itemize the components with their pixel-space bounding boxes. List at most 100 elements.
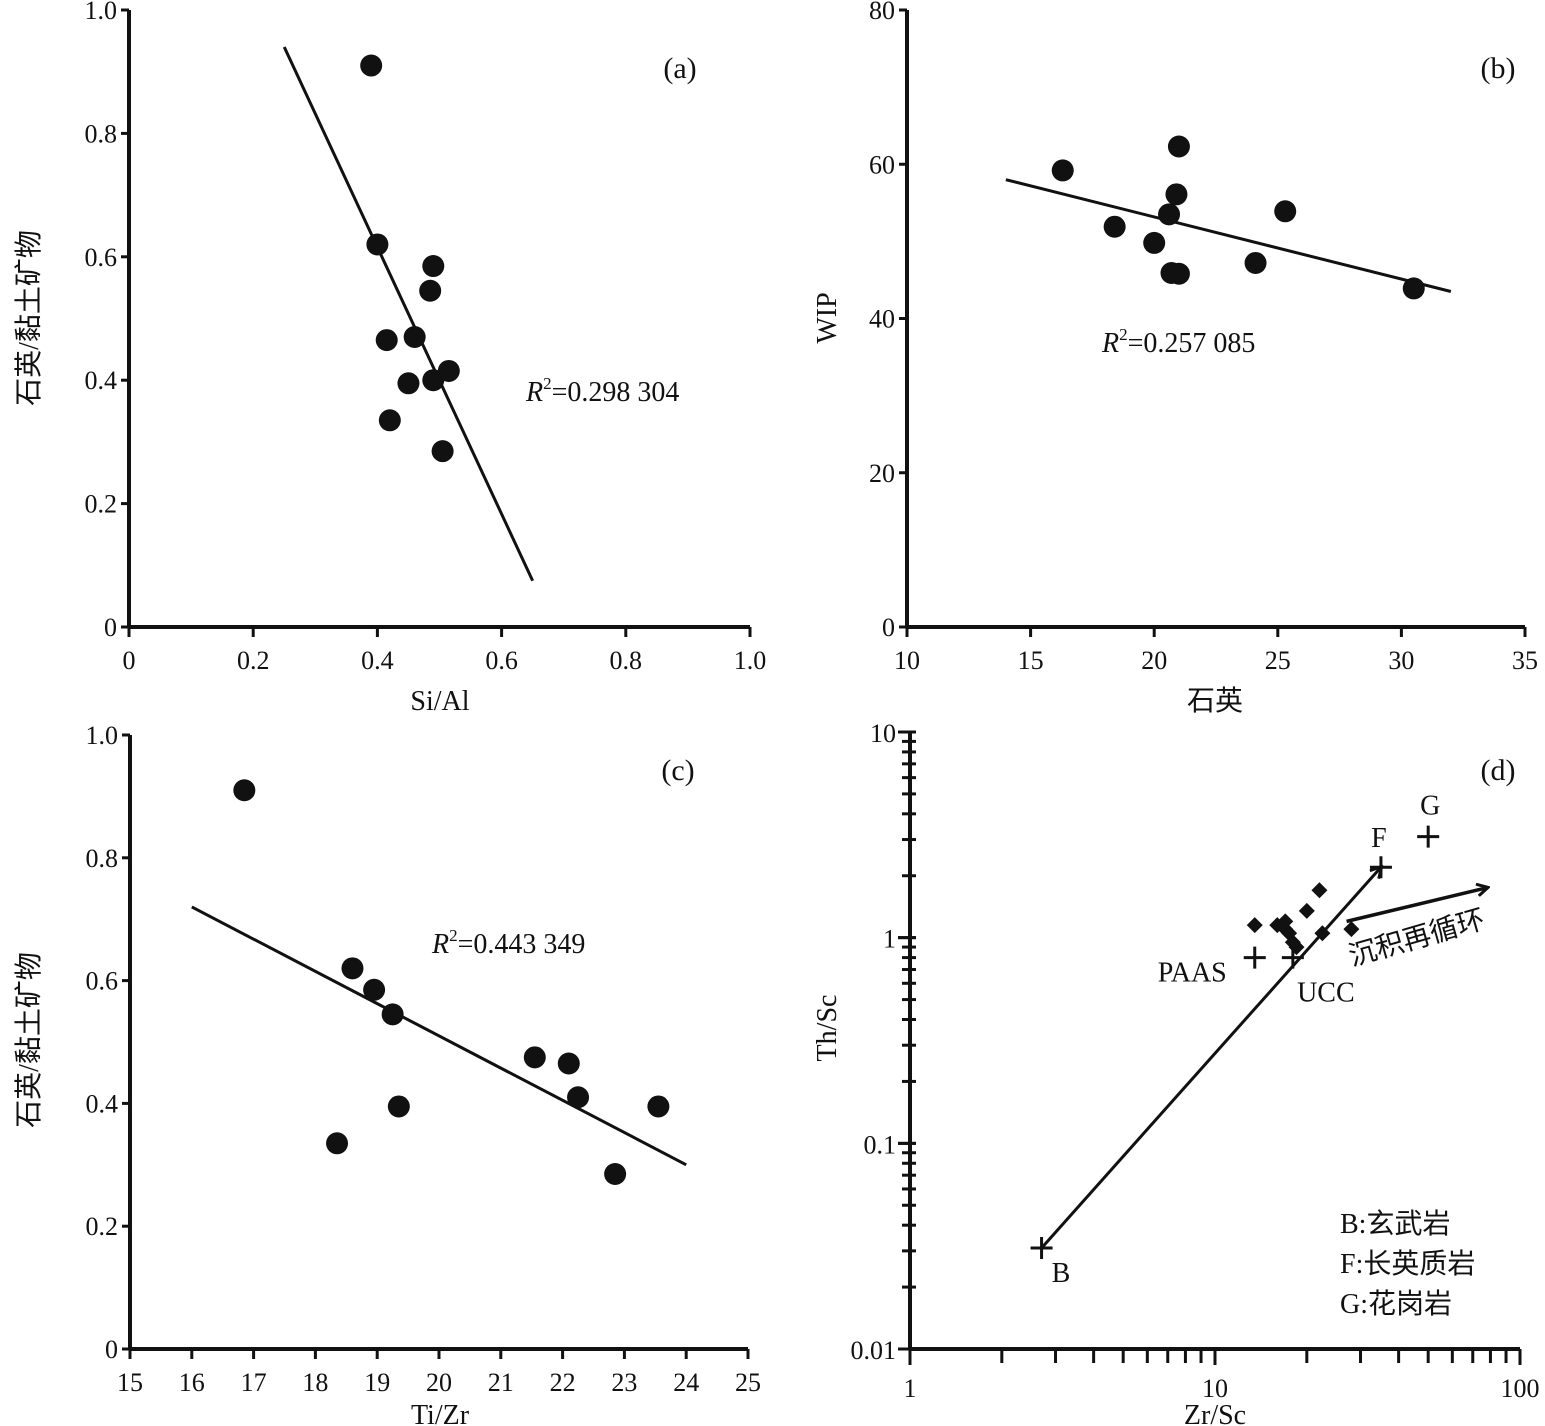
data-point xyxy=(403,326,426,349)
data-point xyxy=(604,1163,627,1186)
r-squared-annotation: R2=0.257 085 xyxy=(1101,325,1255,359)
sample-point xyxy=(1311,882,1328,899)
y-tick-label: 0.2 xyxy=(86,1212,119,1241)
y-tick-label: 0.8 xyxy=(85,119,118,148)
y-axis-label: Th/Sc xyxy=(812,995,843,1062)
x-axis-label: Si/Al xyxy=(410,686,469,717)
data-point xyxy=(375,329,398,352)
data-point xyxy=(397,372,420,395)
data-point xyxy=(422,255,445,278)
x-tick-label: 10 xyxy=(1202,1374,1228,1403)
reference-label-g: G xyxy=(1420,791,1440,822)
data-point xyxy=(523,1046,546,1069)
recycling-arrow xyxy=(1346,888,1488,924)
y-tick-label: 0.6 xyxy=(86,967,119,996)
y-tick-label: 0 xyxy=(105,1335,118,1364)
panel-d: (d) Zr/Sc Th/Sc B:玄武岩 F:长英质岩 G:花岗岩 沉积再循环… xyxy=(812,719,1540,1426)
panel-b: (b) 石英 WIP R2=0.257 085 10 15 20 25 30 35 0 20 4… xyxy=(812,0,1538,717)
x-tick-label: 18 xyxy=(302,1368,328,1397)
data-point xyxy=(360,54,383,77)
sample-point xyxy=(1246,917,1263,934)
recycling-label: 沉积再循环 xyxy=(1345,903,1488,972)
x-axis-label: Ti/Zr xyxy=(411,1400,470,1426)
y-tick-label: 60 xyxy=(869,150,895,179)
y-tick-label: 0.2 xyxy=(85,490,118,519)
data-point xyxy=(431,440,454,463)
x-tick-label: 15 xyxy=(1018,646,1044,675)
x-tick-label: 25 xyxy=(1265,646,1291,675)
x-tick-label: 17 xyxy=(241,1368,267,1397)
reference-label-paas: PAAS xyxy=(1158,958,1227,989)
panel-label: (d) xyxy=(1481,754,1516,787)
trend-arrow xyxy=(1040,867,1381,1249)
legend-entry-granite: G:花岗岩 xyxy=(1340,1288,1452,1320)
y-tick-label: 40 xyxy=(869,305,895,334)
y-tick-label: 20 xyxy=(869,459,895,488)
x-tick-label: 1.0 xyxy=(734,646,767,675)
data-point xyxy=(557,1052,580,1075)
x-tick-label: 30 xyxy=(1388,646,1414,675)
y-tick-label: 0.01 xyxy=(851,1336,897,1365)
r-squared-annotation: R2=0.443 349 xyxy=(431,926,585,960)
reference-marker-g xyxy=(1417,825,1440,848)
data-point xyxy=(326,1132,349,1155)
sample-point xyxy=(1343,921,1360,938)
data-point xyxy=(378,409,401,432)
x-axis-label: 石英 xyxy=(1187,685,1243,717)
data-point xyxy=(437,359,460,382)
x-tick-label: 0.4 xyxy=(361,646,394,675)
y-tick-label: 0 xyxy=(104,613,117,642)
y-tick-label: 0.8 xyxy=(86,844,119,873)
reference-marker-b xyxy=(1030,1236,1053,1259)
reference-label-f: F xyxy=(1371,823,1387,854)
data-point xyxy=(1167,262,1190,285)
panel-label: (a) xyxy=(663,52,696,85)
regression-line xyxy=(1005,178,1452,293)
data-point xyxy=(647,1095,670,1118)
y-tick-label: 1.0 xyxy=(86,721,119,750)
data-point xyxy=(1274,200,1297,223)
data-point xyxy=(341,957,364,980)
r-squared-annotation: R2=0.298 304 xyxy=(525,374,679,408)
data-point xyxy=(381,1003,404,1026)
sample-point xyxy=(1314,925,1331,942)
y-tick-label: 1 xyxy=(883,925,896,954)
x-tick-label: 0.2 xyxy=(237,646,270,675)
x-tick-label: 1 xyxy=(904,1374,917,1403)
legend-entry-felsic: F:长英质岩 xyxy=(1340,1248,1475,1280)
reference-marker-ucc xyxy=(1281,946,1304,969)
data-point xyxy=(1158,203,1181,226)
data-point xyxy=(363,978,386,1001)
panel-label: (b) xyxy=(1481,52,1516,85)
x-tick-label: 10 xyxy=(894,646,920,675)
reference-label-b: B xyxy=(1052,1258,1071,1289)
legend-entry-basalt: B:玄武岩 xyxy=(1340,1208,1450,1240)
y-tick-label: 0.1 xyxy=(864,1130,897,1159)
y-tick-label: 0.6 xyxy=(85,243,118,272)
x-axis-label: Zr/Sc xyxy=(1184,1400,1246,1426)
x-tick-label: 0.8 xyxy=(610,646,643,675)
data-point xyxy=(1103,215,1126,238)
y-tick-label: 0.4 xyxy=(85,366,118,395)
x-tick-label: 21 xyxy=(488,1368,514,1397)
data-point xyxy=(387,1095,410,1118)
y-tick-label: 0.4 xyxy=(86,1089,119,1118)
x-tick-label: 25 xyxy=(735,1368,761,1397)
x-tick-label: 100 xyxy=(1501,1374,1540,1403)
x-tick-label: 16 xyxy=(179,1368,205,1397)
panel-label: (c) xyxy=(661,754,694,787)
data-point xyxy=(1167,135,1190,158)
y-axis-label: 石英/黏土矿物 xyxy=(13,230,45,406)
panel-c: (c) Ti/Zr 石英/黏土矿物 R2=0.443 349 15 16 17 18 1… xyxy=(13,721,761,1426)
data-point xyxy=(567,1086,590,1109)
y-tick-label: 0 xyxy=(882,613,895,642)
reference-label-ucc: UCC xyxy=(1297,978,1355,1009)
x-tick-label: 15 xyxy=(117,1368,143,1397)
x-tick-label: 23 xyxy=(611,1368,637,1397)
data-point xyxy=(1402,277,1425,300)
regression-line xyxy=(191,905,687,1167)
x-tick-label: 20 xyxy=(426,1368,452,1397)
x-tick-label: 24 xyxy=(673,1368,699,1397)
sample-point xyxy=(1277,913,1294,930)
